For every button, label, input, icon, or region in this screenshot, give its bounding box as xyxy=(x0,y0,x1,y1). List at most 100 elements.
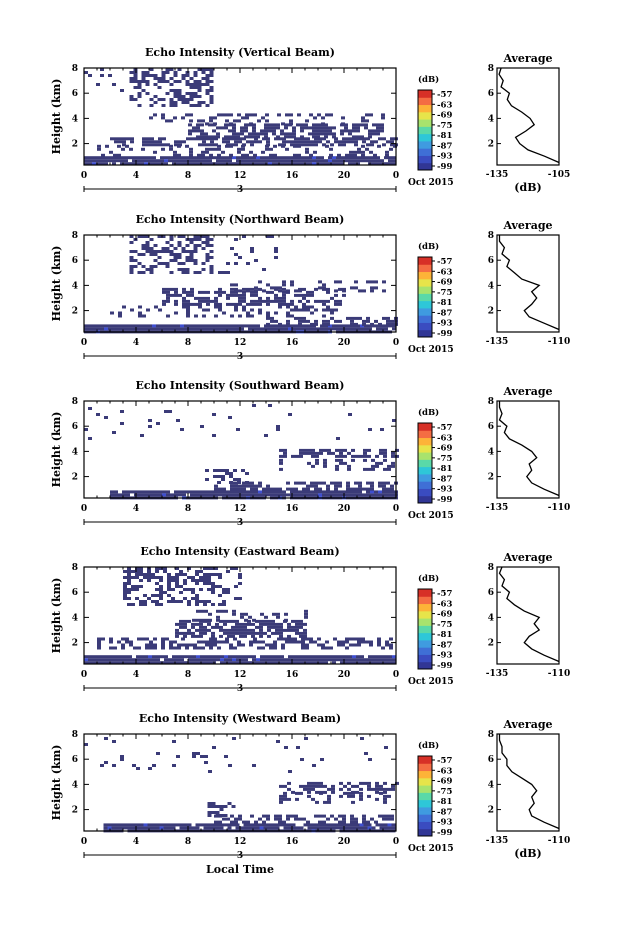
echo-cell xyxy=(111,823,116,827)
echo-cell xyxy=(104,661,108,665)
echo-cell xyxy=(254,289,258,293)
echo-cell xyxy=(322,814,326,818)
echo-cell xyxy=(372,658,376,662)
echo-cell xyxy=(177,646,181,650)
echo-cell xyxy=(289,119,293,123)
echo-cell xyxy=(104,737,108,740)
echo-cell xyxy=(316,658,320,662)
echo-cell xyxy=(174,302,178,306)
echo-cell xyxy=(388,159,392,163)
echo-cell xyxy=(299,448,303,452)
echo-cell xyxy=(159,603,163,606)
average-y-tick-label: 2 xyxy=(488,140,494,150)
echo-cell xyxy=(292,132,296,136)
echo-cell xyxy=(311,448,315,452)
echo-cell xyxy=(309,637,313,641)
echo-cell xyxy=(178,143,182,147)
echo-cell xyxy=(92,162,96,166)
echo-cell xyxy=(239,622,243,626)
echo-cell xyxy=(169,77,174,80)
echo-cell xyxy=(123,823,128,827)
echo-cell xyxy=(88,655,92,659)
echo-cell xyxy=(334,289,338,293)
echo-cell xyxy=(166,314,170,318)
echo-cell xyxy=(190,287,194,291)
echo-cell xyxy=(310,311,314,315)
echo-cell xyxy=(290,490,294,494)
echo-cell xyxy=(295,622,299,626)
echo-cell xyxy=(330,814,334,818)
echo-cell xyxy=(238,299,242,303)
echo-cell xyxy=(368,159,372,163)
echo-cell xyxy=(220,159,224,163)
echo-cell xyxy=(305,643,309,647)
echo-cell xyxy=(183,579,187,582)
colorbar-tick-label: -99 xyxy=(437,162,452,172)
echo-cell xyxy=(280,132,284,136)
echo-cell xyxy=(172,661,176,665)
echo-cell xyxy=(279,461,283,465)
echo-cell xyxy=(172,156,176,160)
echo-cell xyxy=(343,461,347,465)
panel-title: Echo Intensity (Southward Beam) xyxy=(136,379,345,392)
echo-cell xyxy=(362,289,366,293)
echo-cell xyxy=(96,413,100,416)
echo-cell xyxy=(324,327,328,331)
echo-cell xyxy=(355,454,359,458)
echo-cell xyxy=(317,113,321,117)
echo-cell xyxy=(346,490,350,494)
echo-cell xyxy=(308,159,312,163)
echo-cell xyxy=(238,314,242,318)
echo-cell xyxy=(197,235,202,238)
echo-cell xyxy=(196,156,200,160)
colorbar-segment xyxy=(418,286,432,294)
echo-cell xyxy=(235,619,239,623)
echo-cell xyxy=(167,585,171,588)
echo-cell xyxy=(116,327,120,331)
echo-cell xyxy=(168,410,172,413)
echo-cell xyxy=(104,159,108,163)
echo-cell xyxy=(386,493,390,497)
echo-cell xyxy=(129,256,134,259)
echo-cell xyxy=(165,250,170,253)
echo-cell xyxy=(144,655,148,659)
echo-cell xyxy=(100,764,104,767)
echo-cell xyxy=(266,137,270,141)
echo-cell xyxy=(364,159,368,163)
echo-cell xyxy=(240,162,244,166)
echo-cell xyxy=(252,764,256,767)
echo-cell xyxy=(391,823,396,827)
echo-cell xyxy=(153,113,157,117)
echo-cell xyxy=(218,603,222,606)
echo-cell xyxy=(166,296,170,300)
echo-cell xyxy=(356,159,360,163)
echo-cell xyxy=(389,147,393,151)
echo-cell xyxy=(195,622,199,626)
echo-cell xyxy=(187,823,192,827)
echo-cell xyxy=(342,289,346,293)
echo-cell xyxy=(350,137,354,141)
echo-cell xyxy=(211,585,215,588)
echo-cell xyxy=(318,481,322,485)
echo-cell xyxy=(306,290,310,294)
echo-cell xyxy=(196,123,200,127)
echo-cell xyxy=(96,159,100,163)
echo-cell xyxy=(350,820,354,824)
panel-title: Echo Intensity (Westward Beam) xyxy=(139,712,341,725)
echo-cell xyxy=(279,797,283,801)
echo-cell xyxy=(383,790,387,794)
echo-cell xyxy=(181,98,186,101)
echo-cell xyxy=(211,826,216,830)
echo-cell xyxy=(205,253,210,256)
echo-cell xyxy=(126,137,130,141)
echo-cell xyxy=(161,247,166,250)
echo-cell xyxy=(137,271,142,274)
echo-cell xyxy=(274,250,278,253)
echo-cell xyxy=(391,784,395,788)
echo-cell xyxy=(243,826,248,830)
echo-cell xyxy=(339,451,343,455)
echo-cell xyxy=(304,737,308,740)
echo-cell xyxy=(322,137,326,141)
echo-cell xyxy=(350,286,354,290)
echo-cell xyxy=(264,156,268,160)
